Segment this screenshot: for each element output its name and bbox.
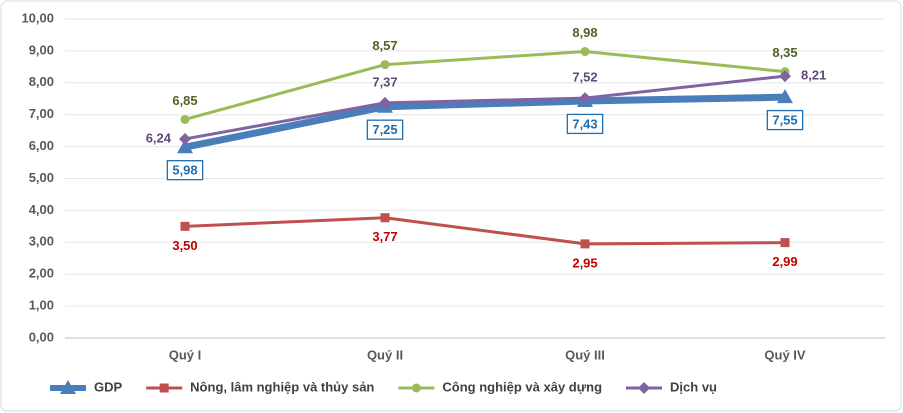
y-tick-label: 7,00 [29,106,54,121]
series: 3,50 3,77 2,95 2,99 [172,213,798,270]
series-line [184,93,786,151]
marker [779,70,791,83]
data-label: 2,99 [772,254,797,269]
marker [380,213,390,223]
data-label-box [366,119,404,140]
data-label-box [566,113,604,135]
data-label: 7,43 [572,116,597,131]
y-tick-label: 9,00 [29,42,54,57]
data-label-box [166,160,204,181]
marker [179,132,191,145]
y-tick-label: 2,00 [29,266,54,281]
y-tick-label: 0,00 [29,329,54,344]
marker [777,89,793,104]
y-tick-label: 1,00 [29,298,54,313]
x-tick-label: Quý III [565,347,605,362]
data-label: 2,95 [572,255,597,270]
series: 6,85 8,57 8,98 8,35 [172,25,798,124]
data-label: 7,52 [572,70,597,85]
y-tick-label: 8,00 [29,74,54,89]
x-tick-label: Quý II [367,347,403,362]
marker [180,221,190,231]
marker [180,114,190,124]
marker [638,382,651,394]
series-line [184,50,786,121]
marker [380,60,390,70]
marker [379,96,391,109]
data-label: 6,24 [146,130,172,145]
y-tick-label: 4,00 [29,202,54,217]
legend-label: Công nghiệp và xây dựng [442,379,602,394]
data-label: 8,98 [572,25,597,40]
marker [60,380,76,394]
legend-label: GDP [94,379,123,394]
data-label: 7,25 [372,122,397,137]
marker [411,383,421,393]
legend-label: Dịch vụ [670,379,717,394]
marker [177,139,193,154]
data-label-box [766,109,804,131]
data-label: 8,35 [772,45,797,60]
y-tick-label: 3,00 [29,234,54,249]
data-label: 7,55 [772,113,797,128]
y-tick-label: 5,00 [29,170,54,185]
data-label: 3,50 [172,238,197,253]
data-label: 3,77 [372,229,397,244]
x-tick-label: Quý IV [764,347,806,362]
series-line [184,216,786,246]
series: 5,98 7,25 7,43 7,55 [166,89,804,181]
data-label: 5,98 [172,163,197,178]
series-line [184,74,786,141]
marker [159,383,169,393]
x-tick-label: Quý I [169,347,202,362]
y-tick-label: 10,00 [21,10,54,25]
marker [780,238,790,248]
data-label: 7,37 [372,74,397,89]
data-label: 6,85 [172,93,197,108]
y-tick-label: 6,00 [29,138,54,153]
data-label: 8,21 [801,68,826,83]
marker [579,92,591,105]
data-label: 8,57 [372,38,397,53]
legend-label: Nông, lâm nghiệp và thủy sản [190,379,374,394]
series: 6,24 7,37 7,52 8,21 [146,68,827,146]
marker [580,239,590,249]
marker [580,47,590,57]
